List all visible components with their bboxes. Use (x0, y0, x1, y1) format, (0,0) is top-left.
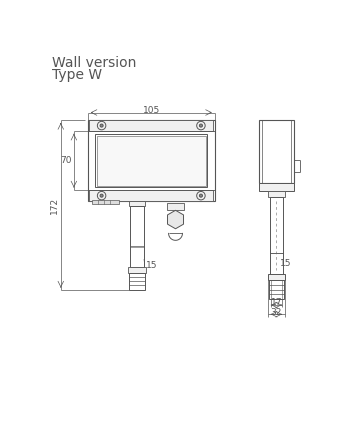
Circle shape (100, 124, 103, 127)
Bar (129, 201, 146, 206)
Bar (97, 135, 205, 186)
Bar (269, 281, 284, 299)
Bar (268, 274, 285, 281)
Bar (128, 267, 146, 274)
Text: 32: 32 (271, 308, 282, 316)
Bar (167, 203, 184, 210)
Bar (259, 120, 294, 184)
Bar (91, 200, 119, 204)
Circle shape (199, 124, 203, 127)
Bar (270, 197, 283, 274)
Text: Type W: Type W (52, 68, 102, 82)
Polygon shape (168, 210, 184, 229)
Text: 70: 70 (60, 156, 72, 165)
Bar (95, 134, 207, 187)
Text: Wall version: Wall version (52, 56, 136, 70)
Text: 17: 17 (271, 298, 282, 307)
Text: 172: 172 (49, 197, 58, 214)
Bar (129, 274, 146, 290)
Text: 15: 15 (280, 259, 292, 268)
Bar (88, 120, 215, 201)
Circle shape (100, 194, 103, 197)
Text: 15: 15 (146, 261, 158, 271)
Circle shape (199, 194, 203, 197)
Bar (130, 206, 144, 267)
Text: 105: 105 (143, 106, 160, 115)
Bar (89, 120, 213, 131)
Bar (268, 191, 285, 197)
Bar (259, 184, 294, 191)
Bar (89, 190, 213, 201)
